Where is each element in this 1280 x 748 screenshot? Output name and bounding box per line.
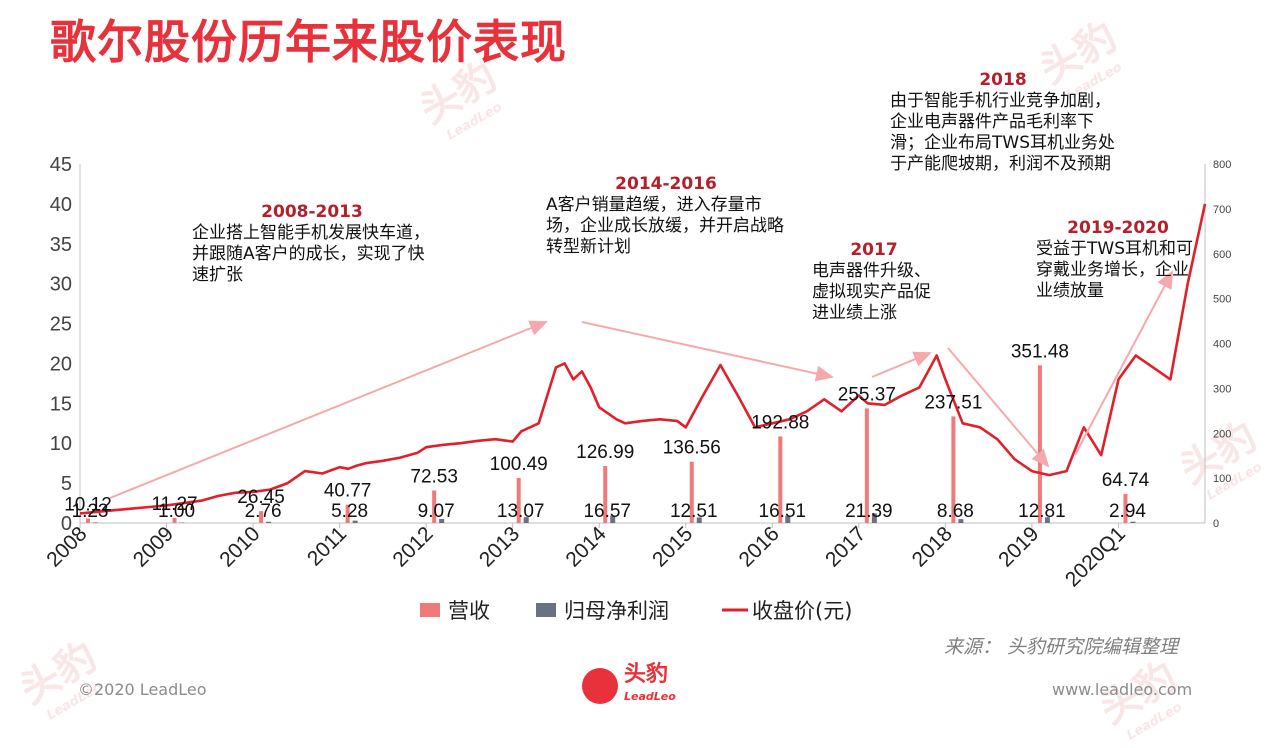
x-tick-label: 2014 (561, 522, 611, 572)
legend-label: 营收 (448, 599, 490, 623)
right-tick-label: 0 (1213, 518, 1219, 530)
net-profit-data-label: 16.51 (759, 501, 807, 522)
legend-swatch (420, 603, 440, 617)
net-profit-data-label: 1.23 (72, 501, 109, 522)
left-tick-label: 30 (50, 274, 72, 296)
legend-label: 收盘价(元) (752, 599, 852, 623)
revenue-data-label: 126.99 (576, 442, 634, 463)
revenue-data-label: 237.51 (924, 392, 982, 413)
left-tick-label: 40 (50, 194, 72, 216)
net-profit-data-label: 2.76 (245, 501, 282, 522)
right-tick-label: 300 (1213, 383, 1231, 395)
x-tick-label: 2012 (388, 522, 437, 571)
left-tick-label: 35 (50, 234, 72, 256)
source-note: 来源： 头豹研究院编辑整理 (944, 632, 1178, 659)
net-profit-data-label: 5.28 (331, 501, 368, 522)
revenue-data-label: 40.77 (324, 481, 372, 502)
left-tick-label: 5 (61, 473, 72, 495)
x-tick-label: 2010 (215, 522, 264, 571)
revenue-data-label: 136.56 (663, 438, 721, 459)
right-tick-label: 100 (1213, 473, 1231, 485)
net-profit-data-label: 8.68 (937, 501, 974, 522)
x-tick-label: 2018 (908, 522, 957, 571)
net-profit-data-label: 13.07 (497, 501, 545, 522)
copyright: ©2020 LeadLeo (78, 680, 207, 699)
net-profit-bar (93, 522, 98, 523)
right-tick-label: 200 (1213, 428, 1231, 440)
trend-arrow (872, 353, 930, 377)
x-tick-label: 2009 (129, 522, 178, 571)
left-tick-label: 25 (50, 314, 72, 336)
left-tick-label: 15 (50, 393, 72, 415)
x-tick-label: 2016 (735, 522, 784, 571)
right-tick-label: 600 (1213, 249, 1231, 261)
x-tick-label: 2011 (303, 522, 351, 570)
trend-arrow (582, 322, 832, 377)
net-profit-data-label: 12.51 (670, 501, 718, 522)
legend-swatch (536, 603, 556, 617)
net-profit-data-label: 21.39 (845, 501, 893, 522)
net-profit-data-label: 1.00 (158, 501, 195, 522)
revenue-data-label: 100.49 (490, 454, 548, 475)
x-tick-label: 2008 (42, 522, 91, 571)
net-profit-data-label: 2.94 (1109, 501, 1146, 522)
revenue-data-label: 255.37 (838, 384, 896, 405)
left-tick-label: 45 (50, 154, 72, 176)
right-tick-label: 800 (1213, 159, 1231, 171)
revenue-data-label: 192.88 (751, 412, 809, 433)
net-profit-data-label: 9.07 (418, 501, 455, 522)
revenue-data-label: 72.53 (410, 466, 458, 487)
x-tick-label: 2013 (475, 522, 524, 571)
leo-head-icon (582, 668, 618, 704)
right-tick-label: 500 (1213, 294, 1231, 306)
net-profit-data-label: 16.57 (583, 501, 631, 522)
left-tick-label: 20 (50, 353, 72, 375)
revenue-bar (1038, 365, 1042, 523)
left-tick-label: 10 (50, 433, 72, 455)
x-tick-label: 2019 (994, 522, 1043, 571)
x-tick-label: 2020Q1 (1061, 522, 1130, 591)
right-tick-label: 400 (1213, 339, 1231, 351)
net-profit-data-label: 12.81 (1018, 501, 1066, 522)
website-link[interactable]: www.leadleo.com (1052, 680, 1192, 699)
right-tick-label: 700 (1213, 204, 1231, 216)
x-tick-label: 2017 (821, 522, 870, 571)
legend-label: 归母净利润 (564, 599, 669, 623)
revenue-data-label: 64.74 (1102, 470, 1150, 491)
revenue-data-label: 351.48 (1011, 341, 1069, 362)
x-tick-label: 2015 (648, 522, 697, 571)
